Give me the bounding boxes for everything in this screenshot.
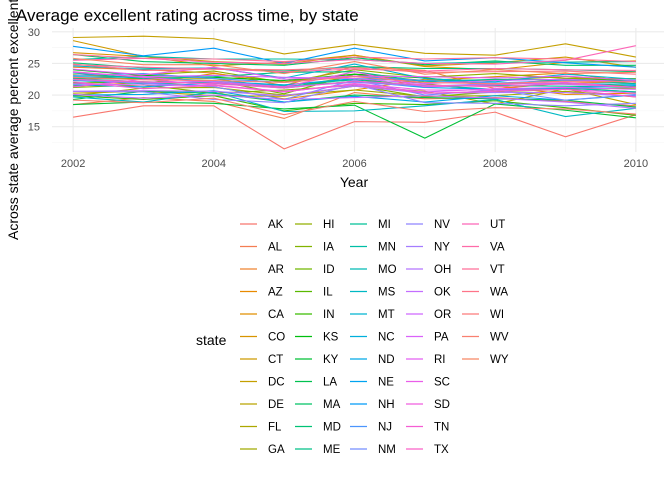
y-tick-label: 30 xyxy=(28,27,40,39)
legend-label-or: OR xyxy=(434,309,451,321)
legend-label-ne: NE xyxy=(378,377,394,389)
legend-label-va: VA xyxy=(490,242,505,254)
series-line-dc xyxy=(73,35,636,58)
legend-label-la: LA xyxy=(323,377,337,389)
legend-label-ga: GA xyxy=(268,444,285,456)
x-axis-title: Year xyxy=(340,174,369,190)
legend-label-ut: UT xyxy=(490,219,505,231)
legend-label-ky: KY xyxy=(323,354,339,366)
series-line-wa xyxy=(73,63,636,75)
legend-label-me: ME xyxy=(323,444,341,456)
series-line-vt xyxy=(73,54,636,63)
x-tick-label: 2010 xyxy=(624,158,648,170)
chart-title: Average excellent rating across time, by… xyxy=(16,6,359,25)
legend-label-nd: ND xyxy=(378,354,395,366)
y-tick-label: 20 xyxy=(28,90,40,102)
legend-label-tx: TX xyxy=(434,444,449,456)
legend-label-mi: MI xyxy=(378,219,391,231)
x-tick-label: 2002 xyxy=(61,158,85,170)
legend-label-ms: MS xyxy=(378,287,396,299)
legend-label-id: ID xyxy=(323,264,335,276)
y-axis-title: Across state average percent excellent xyxy=(5,0,21,240)
x-tick-label: 2006 xyxy=(342,158,366,170)
x-axis-ticks: 2002 2004 2006 2008 2010 xyxy=(61,158,648,170)
series-line-ri xyxy=(73,66,636,82)
legend-title: state xyxy=(196,332,227,348)
series-line-nv xyxy=(73,83,636,107)
legend-label-ok: OK xyxy=(434,287,451,299)
legend-label-il: IL xyxy=(323,287,333,299)
legend-label-az: AZ xyxy=(268,287,283,299)
legend-label-ct: CT xyxy=(268,354,283,366)
y-tick-label: 25 xyxy=(28,58,40,70)
series-line-ok xyxy=(73,93,636,109)
series-line-wi xyxy=(73,76,636,85)
legend-label-pa: PA xyxy=(434,332,449,344)
y-tick-label: 15 xyxy=(28,122,40,134)
series-line-or xyxy=(73,71,636,85)
legend-label-in: IN xyxy=(323,309,335,321)
legend-label-nv: NV xyxy=(434,219,450,231)
legend-label-vt: VT xyxy=(490,264,505,276)
legend-label-ca: CA xyxy=(268,309,284,321)
legend-label-ny: NY xyxy=(434,242,450,254)
series-line-nm xyxy=(73,78,636,101)
legend-label-wv: WV xyxy=(490,332,509,344)
legend-label-ks: KS xyxy=(323,332,339,344)
series-line-pa xyxy=(73,83,636,93)
legend-label-co: CO xyxy=(268,332,285,344)
series-line-wy xyxy=(73,57,636,75)
legend-label-md: MD xyxy=(323,422,341,434)
legend-label-nh: NH xyxy=(378,399,395,411)
series-line-nd xyxy=(73,90,636,103)
legend-label-sc: SC xyxy=(434,377,450,389)
legend-label-mn: MN xyxy=(378,242,396,254)
legend-label-dc: DC xyxy=(268,377,285,389)
legend-label-wa: WA xyxy=(490,287,508,299)
legend-label-hi: HI xyxy=(323,219,335,231)
legend-label-wy: WY xyxy=(490,354,509,366)
legend-label-fl: FL xyxy=(268,422,282,434)
legend-label-sd: SD xyxy=(434,399,450,411)
series-line-ms xyxy=(73,91,636,118)
series-line-oh xyxy=(73,85,636,97)
series-line-ma xyxy=(73,54,636,66)
series-line-ut xyxy=(73,45,636,65)
series-line-va xyxy=(73,64,636,73)
series-lines xyxy=(72,35,637,150)
series-line-tx xyxy=(73,78,636,89)
legend-label-de: DE xyxy=(268,399,284,411)
legend-label-ri: RI xyxy=(434,354,446,366)
legend-label-ak: AK xyxy=(268,219,284,231)
legend-label-wi: WI xyxy=(490,309,504,321)
y-axis-ticks: 15 20 25 30 xyxy=(28,27,40,134)
legend-label-nc: NC xyxy=(378,332,395,344)
legend-label-al: AL xyxy=(268,242,283,254)
legend-label-ia: IA xyxy=(323,242,334,254)
legend-label-ar: AR xyxy=(268,264,284,276)
legend-label-ma: MA xyxy=(323,399,341,411)
series-line-ak xyxy=(73,105,637,150)
legend-label-mt: MT xyxy=(378,309,395,321)
series-line-la xyxy=(73,90,636,108)
x-tick-label: 2004 xyxy=(202,158,226,170)
legend-label-nj: NJ xyxy=(378,422,392,434)
x-tick-label: 2008 xyxy=(483,158,507,170)
legend-label-oh: OH xyxy=(434,264,451,276)
series-line-tn xyxy=(73,81,636,98)
series-line-sd xyxy=(73,71,636,89)
legend-label-tn: TN xyxy=(434,422,449,434)
legend-label-mo: MO xyxy=(378,264,397,276)
legend: AK AL AR AZ CA CO CT DC DE FL GA HI IA ID IL IN KS KY LA MA… xyxy=(240,219,509,456)
series-line-wv xyxy=(73,97,636,116)
legend-label-nm: NM xyxy=(378,444,396,456)
